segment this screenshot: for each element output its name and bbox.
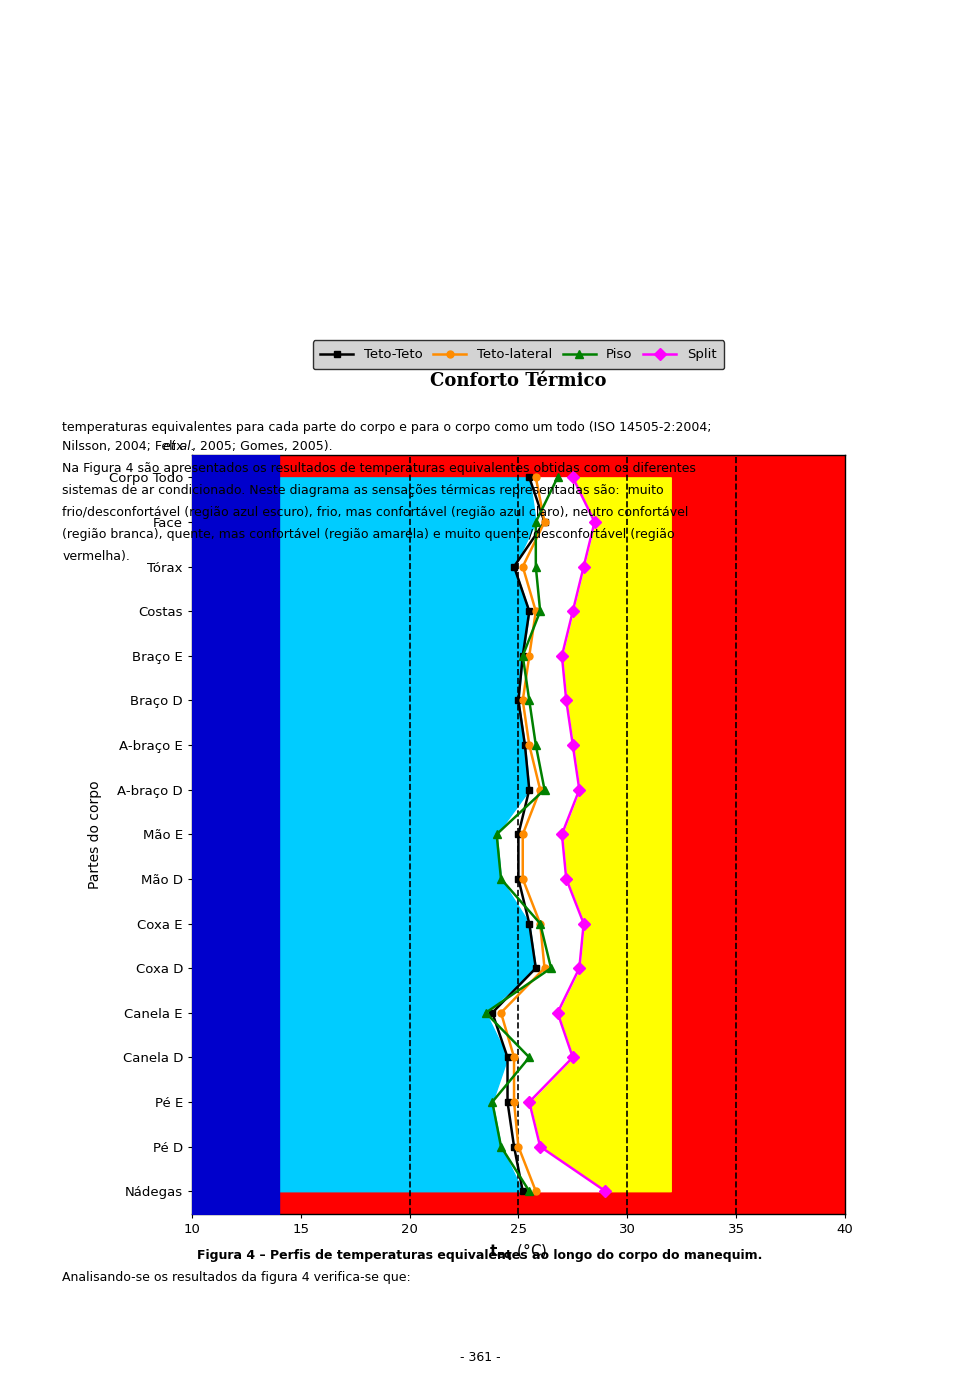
Teto-Teto bbox=[517, 648, 529, 665]
Piso bbox=[523, 692, 535, 709]
Text: et al.: et al. bbox=[163, 440, 195, 452]
Teto-lateral bbox=[495, 1004, 507, 1020]
Piso bbox=[523, 1183, 535, 1200]
Teto-Teto bbox=[508, 558, 519, 575]
Teto-Teto bbox=[530, 960, 541, 976]
Teto-lateral bbox=[517, 692, 529, 709]
Split bbox=[567, 603, 579, 619]
Teto-lateral bbox=[523, 648, 535, 665]
Teto-lateral bbox=[535, 782, 546, 798]
Teto-lateral bbox=[530, 469, 541, 485]
Piso bbox=[523, 1049, 535, 1066]
Teto-Teto bbox=[513, 826, 524, 843]
Line: Teto-Teto: Teto-Teto bbox=[489, 474, 548, 1194]
Split bbox=[556, 826, 567, 843]
Teto-lateral bbox=[517, 558, 529, 575]
Teto-Teto bbox=[517, 1183, 529, 1200]
Split bbox=[535, 1138, 546, 1154]
Split bbox=[573, 960, 585, 976]
Piso bbox=[517, 648, 529, 665]
Title: Conforto Térmico: Conforto Térmico bbox=[430, 371, 607, 390]
Split bbox=[561, 692, 572, 709]
Split bbox=[600, 1183, 612, 1200]
Piso bbox=[545, 960, 557, 976]
Teto-Teto bbox=[502, 1049, 514, 1066]
Piso bbox=[552, 469, 564, 485]
Teto-Teto bbox=[539, 514, 550, 531]
Teto-lateral bbox=[508, 1049, 519, 1066]
Teto-Teto bbox=[487, 1004, 498, 1020]
Split bbox=[573, 782, 585, 798]
Piso bbox=[495, 870, 507, 887]
Teto-Teto bbox=[523, 603, 535, 619]
Teto-lateral bbox=[508, 1094, 519, 1110]
Piso bbox=[530, 736, 541, 753]
Piso bbox=[530, 514, 541, 531]
Piso bbox=[487, 1094, 498, 1110]
Teto-lateral bbox=[530, 603, 541, 619]
Piso bbox=[535, 916, 546, 932]
Split bbox=[567, 1049, 579, 1066]
Split bbox=[552, 1004, 564, 1020]
Piso bbox=[491, 826, 502, 843]
Teto-Teto bbox=[513, 692, 524, 709]
Teto-lateral bbox=[539, 960, 550, 976]
Text: Nilsson, 2004; Felix: Nilsson, 2004; Felix bbox=[62, 440, 188, 452]
Teto-Teto bbox=[502, 1094, 514, 1110]
Teto-Teto bbox=[523, 782, 535, 798]
Split bbox=[561, 870, 572, 887]
Split bbox=[578, 558, 589, 575]
Piso bbox=[495, 1138, 507, 1154]
Text: frio/desconfortável (região azul escuro), frio, mas confortável (região azul cla: frio/desconfortável (região azul escuro)… bbox=[62, 506, 688, 519]
Split bbox=[523, 1094, 535, 1110]
Teto-lateral bbox=[517, 826, 529, 843]
Split bbox=[588, 514, 600, 531]
Split bbox=[578, 916, 589, 932]
Piso bbox=[535, 603, 546, 619]
Teto-Teto bbox=[523, 469, 535, 485]
Split bbox=[567, 736, 579, 753]
Text: temperaturas equivalentes para cada parte do corpo e para o corpo como um todo (: temperaturas equivalentes para cada part… bbox=[62, 421, 712, 433]
Teto-lateral bbox=[535, 916, 546, 932]
Legend: Teto-Teto, Teto-lateral, Piso, Split: Teto-Teto, Teto-lateral, Piso, Split bbox=[313, 341, 724, 370]
Y-axis label: Partes do corpo: Partes do corpo bbox=[87, 781, 102, 888]
Teto-lateral bbox=[539, 514, 550, 531]
Teto-Teto bbox=[519, 736, 531, 753]
Text: sistemas de ar condicionado. Neste diagrama as sensações térmicas representadas : sistemas de ar condicionado. Neste diagr… bbox=[62, 484, 664, 496]
Teto-Teto bbox=[513, 870, 524, 887]
Text: Analisando-se os resultados da figura 4 verifica-se que:: Analisando-se os resultados da figura 4 … bbox=[62, 1271, 411, 1284]
X-axis label: $\mathbf{t_{eq}}$ (°C): $\mathbf{t_{eq}}$ (°C) bbox=[490, 1241, 547, 1263]
Text: , 2005; Gomes, 2005).: , 2005; Gomes, 2005). bbox=[192, 440, 332, 452]
Text: - 361 -: - 361 - bbox=[460, 1351, 500, 1364]
Text: vermelha).: vermelha). bbox=[62, 550, 131, 563]
Piso bbox=[539, 782, 550, 798]
Split bbox=[556, 648, 567, 665]
Text: Na Figura 4 são apresentados os resultados de temperaturas equivalentes obtidas : Na Figura 4 são apresentados os resultad… bbox=[62, 462, 696, 474]
Line: Split: Split bbox=[525, 473, 610, 1196]
Teto-Teto bbox=[523, 916, 535, 932]
Text: Figura 4 – Perfis de temperaturas equivalentes ao longo do corpo do manequim.: Figura 4 – Perfis de temperaturas equiva… bbox=[198, 1249, 762, 1262]
Piso bbox=[480, 1004, 492, 1020]
Teto-lateral bbox=[517, 870, 529, 887]
Line: Piso: Piso bbox=[482, 473, 562, 1196]
Teto-lateral bbox=[523, 736, 535, 753]
Text: (região branca), quente, mas confortável (região amarela) e muito quente/desconf: (região branca), quente, mas confortável… bbox=[62, 528, 675, 541]
Teto-lateral bbox=[530, 1183, 541, 1200]
Line: Teto-lateral: Teto-lateral bbox=[497, 474, 548, 1194]
Piso bbox=[530, 558, 541, 575]
Teto-Teto bbox=[508, 1138, 519, 1154]
Split bbox=[567, 469, 579, 485]
Teto-lateral bbox=[513, 1138, 524, 1154]
